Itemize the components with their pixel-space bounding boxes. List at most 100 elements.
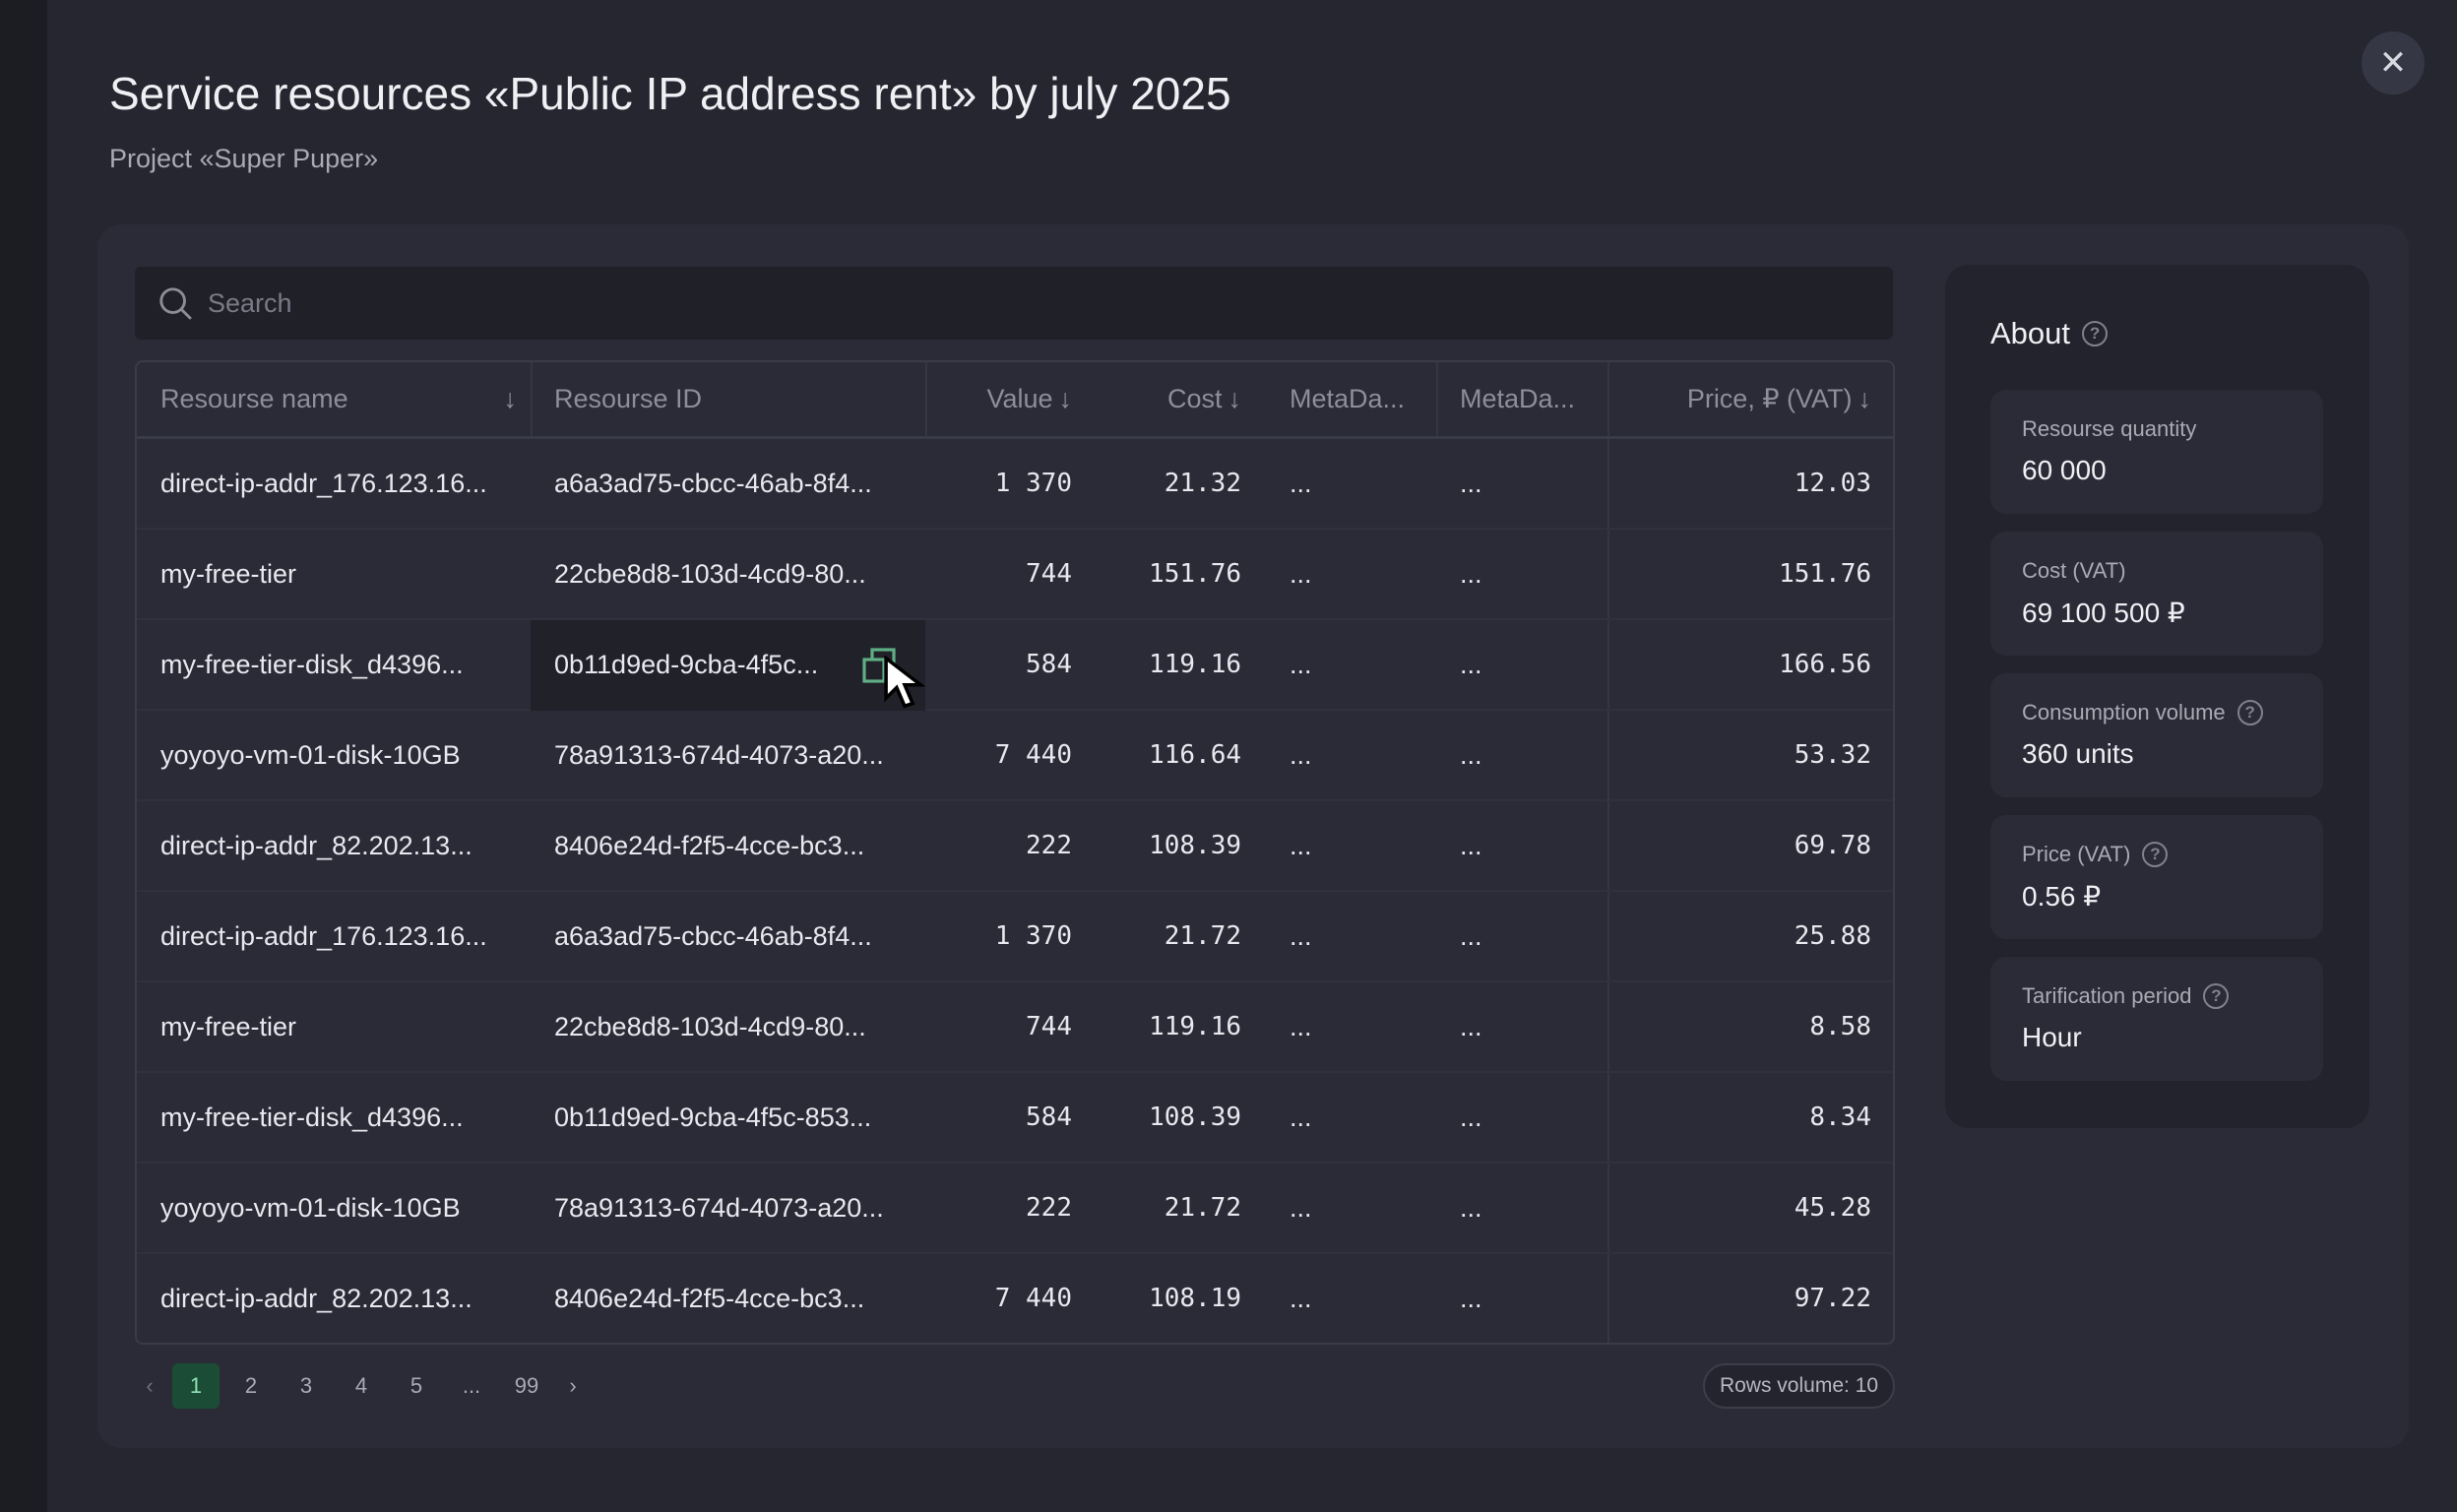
cell-resource-id: a6a3ad75-cbcc-46ab-8f4...: [554, 468, 872, 498]
cell-price: 12.03: [1794, 469, 1871, 498]
cell-cost: 119.16: [1149, 650, 1241, 679]
background-sidebar: [0, 0, 47, 1512]
search-bar[interactable]: [135, 267, 1893, 340]
page-button[interactable]: 5: [410, 1373, 423, 1398]
help-icon[interactable]: ?: [2082, 321, 2109, 346]
cell-price: 97.22: [1794, 1284, 1871, 1313]
about-card: Cost (VAT) 69 100 500 ₽: [1990, 532, 2323, 656]
cell-price: 25.88: [1794, 921, 1871, 951]
cell-metadata-2: ...: [1460, 649, 1482, 679]
cell-metadata-1: ...: [1290, 1102, 1312, 1132]
table-row[interactable]: direct-ip-addr_176.123.16... a6a3ad75-cbc…: [137, 892, 1893, 982]
cell-value: 584: [1026, 1102, 1072, 1132]
cell-resource-name: direct-ip-addr_82.202.13...: [160, 1283, 472, 1313]
card-label: Resourse quantity: [2022, 415, 2323, 443]
table-row[interactable]: direct-ip-addr_176.123.16... a6a3ad75-cbc…: [137, 439, 1893, 530]
table-row[interactable]: my-free-tier-disk_d4396... 0b11d9ed-9cba-…: [137, 620, 1893, 711]
about-title-text: About: [1990, 316, 2071, 350]
header-metadata-2: MetaDa...: [1460, 362, 1598, 436]
header-label: Value: [986, 384, 1053, 413]
table-header: Resourse name ↓ Resourse ID Value ↓ Cost ↓ Meta…: [137, 362, 1893, 439]
header-label: MetaDa...: [1290, 384, 1406, 413]
card-label-text: Consumption volume: [2022, 700, 2226, 724]
card-value: Hour: [2022, 1022, 2082, 1052]
page-button[interactable]: 4: [354, 1373, 368, 1398]
table-row[interactable]: yoyoyo-vm-01-disk-10GB 78a91313-674d-4073…: [137, 1164, 1893, 1254]
sort-arrow-icon[interactable]: ↓: [1058, 384, 1073, 413]
page-button[interactable]: 2: [244, 1373, 258, 1398]
header-value[interactable]: Value ↓: [935, 362, 1072, 436]
table-row[interactable]: direct-ip-addr_82.202.13... 8406e24d-f2f5…: [137, 1254, 1893, 1343]
header-label: MetaDa...: [1460, 384, 1576, 413]
help-icon[interactable]: ?: [2142, 842, 2169, 867]
cell-value: 7 440: [994, 1284, 1072, 1313]
column-divider: [1607, 362, 1609, 1343]
cell-cost: 151.76: [1149, 559, 1241, 589]
cell-metadata-2: ...: [1460, 830, 1482, 860]
cell-metadata-1: ...: [1290, 920, 1312, 951]
cell-metadata-1: ...: [1290, 739, 1312, 770]
sort-arrow-icon[interactable]: ↓: [1858, 384, 1872, 413]
cell-metadata-1: ...: [1290, 830, 1312, 860]
cell-cost: 108.39: [1149, 1102, 1241, 1132]
page-button[interactable]: 99: [514, 1373, 539, 1398]
cell-metadata-1: ...: [1290, 649, 1312, 679]
cell-cost: 108.19: [1149, 1284, 1241, 1313]
prev-page-button[interactable]: ‹: [146, 1373, 154, 1398]
card-label-text: Resourse quantity: [2022, 416, 2197, 441]
help-icon[interactable]: ?: [2203, 983, 2230, 1009]
header-label: Resourse ID: [554, 384, 703, 413]
header-label: Cost: [1166, 384, 1223, 413]
page-ellipsis: ...: [462, 1373, 481, 1398]
about-title: About?: [1990, 316, 2109, 351]
column-divider: [925, 362, 927, 439]
table-row[interactable]: yoyoyo-vm-01-disk-10GB 78a91313-674d-4073…: [137, 711, 1893, 801]
cell-price: 8.58: [1809, 1012, 1871, 1041]
sort-arrow-icon[interactable]: ↓: [503, 384, 518, 413]
card-value: 60 000: [2022, 455, 2107, 485]
cell-metadata-2: ...: [1460, 1011, 1482, 1041]
header-cost[interactable]: Cost ↓: [1088, 362, 1241, 436]
rows-volume-selector[interactable]: Rows volume: 10: [1703, 1363, 1895, 1409]
about-panel: About? Resourse quantity 60 000 Cost (VAT)…: [1945, 265, 2369, 1128]
about-card: Tarification period? Hour: [1990, 957, 2323, 1081]
cell-price: 45.28: [1794, 1193, 1871, 1223]
cell-value: 1 370: [994, 921, 1072, 951]
cell-price: 53.32: [1794, 740, 1871, 770]
cell-resource-name: my-free-tier: [160, 1011, 297, 1041]
cell-resource-id: 8406e24d-f2f5-4cce-bc3...: [554, 1283, 865, 1313]
cell-price: 151.76: [1779, 559, 1871, 589]
cell-resource-name: direct-ip-addr_82.202.13...: [160, 830, 472, 860]
cell-cost: 21.32: [1164, 469, 1241, 498]
cell-resource-id: 78a91313-674d-4073-a20...: [554, 1192, 884, 1223]
cell-cost: 21.72: [1164, 1193, 1241, 1223]
cell-value: 1 370: [994, 469, 1072, 498]
card-label-text: Tarification period: [2022, 983, 2192, 1008]
cell-resource-id: 22cbe8d8-103d-4cd9-80...: [554, 1011, 866, 1041]
table-row[interactable]: my-free-tier-disk_d4396... 0b11d9ed-9cba-…: [137, 1073, 1893, 1164]
header-resource-name[interactable]: Resourse name ↓: [160, 362, 517, 436]
header-price[interactable]: Price, ₽ (VAT) ↓: [1623, 362, 1871, 436]
cell-price: 166.56: [1779, 650, 1871, 679]
mouse-cursor-icon: [884, 656, 926, 709]
close-button[interactable]: ✕: [2362, 32, 2425, 94]
page-button[interactable]: 3: [299, 1373, 313, 1398]
next-page-button[interactable]: ›: [569, 1373, 577, 1398]
cell-resource-id: 8406e24d-f2f5-4cce-bc3...: [554, 830, 865, 860]
copy-icon[interactable]: [860, 646, 900, 685]
search-input[interactable]: [208, 287, 1783, 319]
table-row[interactable]: my-free-tier 22cbe8d8-103d-4cd9-80... 744 1…: [137, 982, 1893, 1073]
cell-metadata-1: ...: [1290, 1192, 1312, 1223]
card-value: 0.56 ₽: [2022, 881, 2102, 912]
table-row[interactable]: direct-ip-addr_82.202.13... 8406e24d-f2f5…: [137, 801, 1893, 892]
table-row[interactable]: my-free-tier 22cbe8d8-103d-4cd9-80... 744 1…: [137, 530, 1893, 620]
page-subtitle: Project «Super Puper»: [109, 144, 379, 173]
sort-arrow-icon[interactable]: ↓: [1228, 384, 1242, 413]
help-icon[interactable]: ?: [2236, 700, 2263, 725]
card-value: 69 100 500 ₽: [2022, 598, 2185, 628]
page-button[interactable]: 1: [172, 1363, 220, 1409]
cell-resource-name: yoyoyo-vm-01-disk-10GB: [160, 739, 461, 770]
cell-value: 222: [1026, 1193, 1072, 1223]
cell-price: 69.78: [1794, 831, 1871, 860]
cell-cost: 108.39: [1149, 831, 1241, 860]
